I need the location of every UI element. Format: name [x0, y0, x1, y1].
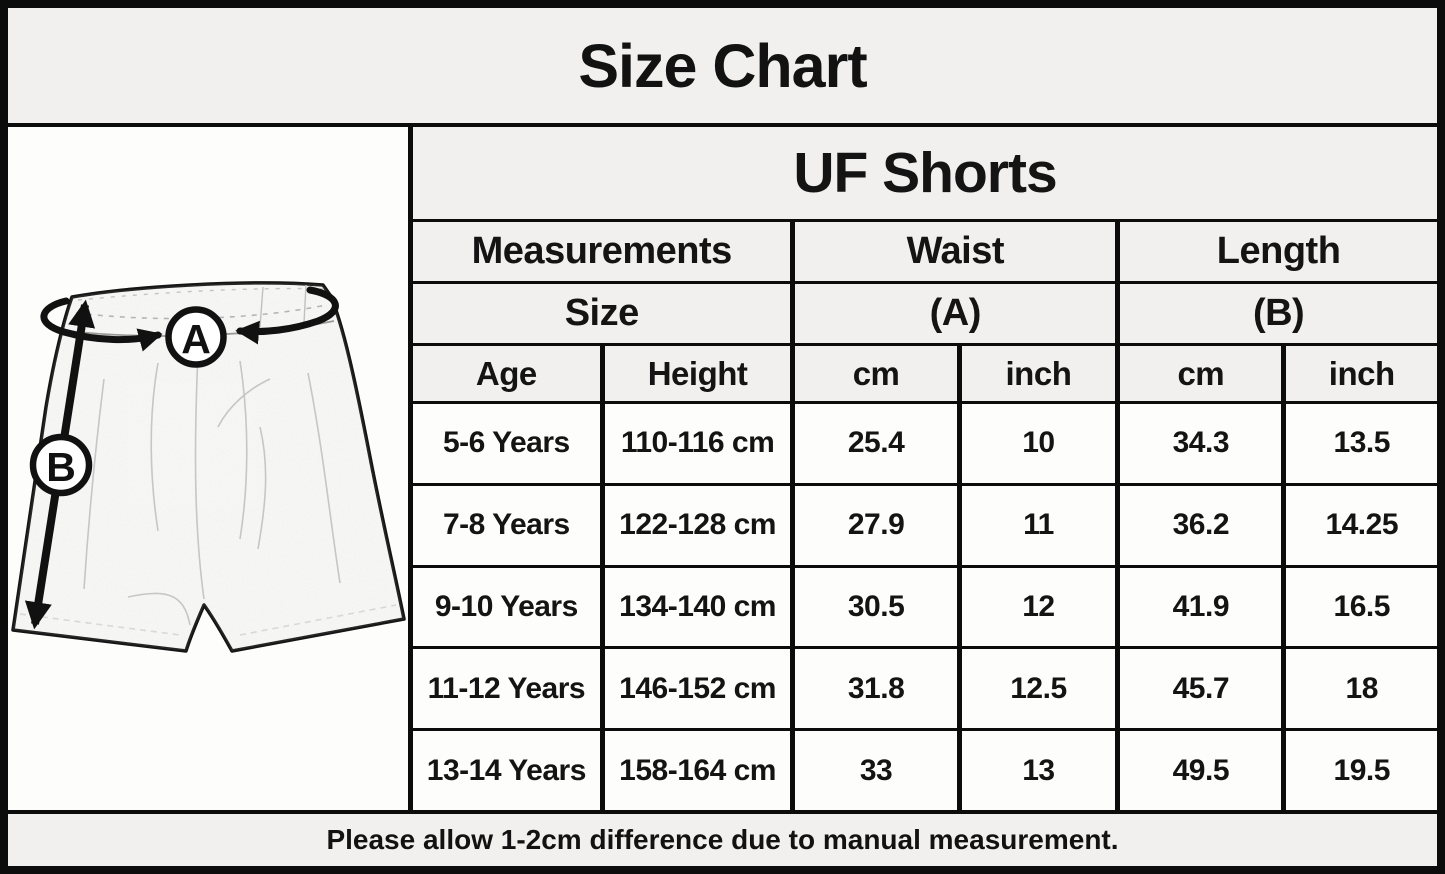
cell-waist-cm: 27.9 — [795, 485, 957, 565]
col-header-height: Height — [604, 346, 791, 401]
col-header-length-inch: inch — [1286, 346, 1437, 401]
length-marker-label: B — [46, 444, 76, 490]
cell-height: 146-152 cm — [604, 649, 791, 729]
cell-waist-cm: 30.5 — [795, 567, 957, 647]
group-header-measurements: Measurements — [413, 222, 791, 281]
cell-length-cm: 36.2 — [1120, 485, 1282, 565]
cell-length-inch: 16.5 — [1286, 567, 1437, 647]
cell-height: 122-128 cm — [604, 485, 791, 565]
col-header-waist-inch: inch — [961, 346, 1116, 401]
cell-height: 110-116 cm — [604, 404, 791, 483]
size-label-b: (B) — [1120, 284, 1437, 343]
page-title: Size Chart — [8, 8, 1437, 123]
size-label: Size — [413, 284, 791, 343]
cell-waist-cm: 31.8 — [795, 649, 957, 729]
cell-length-cm: 41.9 — [1120, 567, 1282, 647]
cell-waist-inch: 13 — [961, 731, 1116, 810]
cell-length-cm: 45.7 — [1120, 649, 1282, 729]
waist-marker-label: A — [181, 316, 211, 362]
cell-height: 134-140 cm — [604, 567, 791, 647]
shorts-illustration: A B — [11, 281, 406, 653]
size-label-a: (A) — [795, 284, 1116, 343]
cell-waist-inch: 12.5 — [961, 649, 1116, 729]
cell-age: 11-12 Years — [413, 649, 600, 729]
cell-age: 7-8 Years — [413, 485, 600, 565]
col-header-age: Age — [413, 346, 600, 401]
cell-height: 158-164 cm — [604, 731, 791, 810]
cell-waist-cm: 33 — [795, 731, 957, 810]
cell-waist-cm: 25.4 — [795, 404, 957, 483]
table-title: UF Shorts — [413, 127, 1437, 219]
length-marker-b: B — [29, 433, 93, 497]
cell-length-inch: 19.5 — [1286, 731, 1437, 810]
size-table: UF Shorts Measurements Waist Length Size… — [413, 127, 1437, 810]
group-header-waist: Waist — [795, 222, 1116, 281]
shorts-diagram-panel: A B — [8, 127, 408, 810]
group-header-length: Length — [1120, 222, 1437, 281]
cell-length-inch: 18 — [1286, 649, 1437, 729]
cell-age: 9-10 Years — [413, 567, 600, 647]
cell-length-inch: 14.25 — [1286, 485, 1437, 565]
page-title-text: Size Chart — [578, 31, 867, 100]
measurement-note-text: Please allow 1-2cm difference due to man… — [326, 824, 1119, 855]
content-area: A B UF Shorts Measurements Waist Length … — [8, 127, 1437, 810]
cell-waist-inch: 10 — [961, 404, 1116, 483]
col-header-length-cm: cm — [1120, 346, 1282, 401]
cell-length-inch: 13.5 — [1286, 404, 1437, 483]
col-header-waist-cm: cm — [795, 346, 957, 401]
cell-age: 13-14 Years — [413, 731, 600, 810]
waist-marker-a: A — [165, 306, 227, 368]
cell-length-cm: 34.3 — [1120, 404, 1282, 483]
cell-waist-inch: 11 — [961, 485, 1116, 565]
measurement-note: Please allow 1-2cm difference due to man… — [8, 814, 1437, 866]
cell-length-cm: 49.5 — [1120, 731, 1282, 810]
cell-age: 5-6 Years — [413, 404, 600, 483]
cell-waist-inch: 12 — [961, 567, 1116, 647]
